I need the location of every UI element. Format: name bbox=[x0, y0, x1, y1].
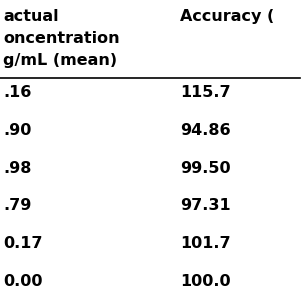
Text: 97.31: 97.31 bbox=[180, 198, 231, 213]
Text: 100.0: 100.0 bbox=[180, 274, 231, 289]
Text: 101.7: 101.7 bbox=[180, 236, 231, 251]
Text: 99.50: 99.50 bbox=[180, 161, 231, 176]
Text: .98: .98 bbox=[3, 161, 31, 176]
Text: 0.17: 0.17 bbox=[3, 236, 42, 251]
Text: .90: .90 bbox=[3, 123, 31, 138]
Text: .79: .79 bbox=[3, 198, 31, 213]
Text: 0.00: 0.00 bbox=[3, 274, 42, 289]
Text: 94.86: 94.86 bbox=[180, 123, 231, 138]
Text: actual: actual bbox=[3, 9, 59, 24]
Text: .16: .16 bbox=[3, 85, 31, 101]
Text: Accuracy (: Accuracy ( bbox=[180, 9, 274, 24]
Text: 115.7: 115.7 bbox=[180, 85, 231, 101]
Text: oncentration: oncentration bbox=[3, 31, 119, 46]
Text: g/mL (mean): g/mL (mean) bbox=[3, 53, 117, 68]
